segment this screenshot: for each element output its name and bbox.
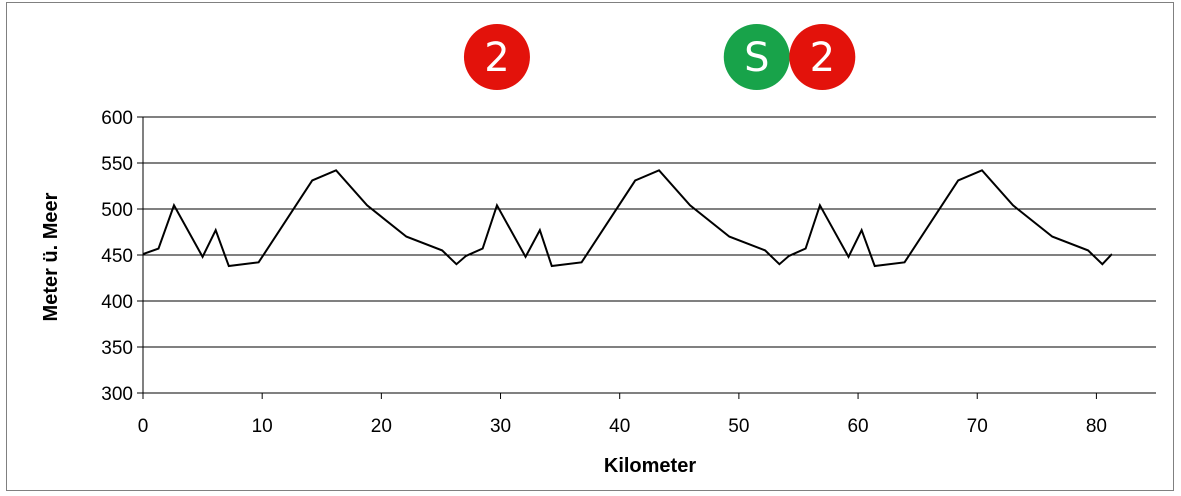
line-2-icon: 2 bbox=[789, 24, 856, 90]
elevation-line bbox=[142, 169, 1113, 268]
x-tick-label: 20 bbox=[371, 416, 392, 437]
x-tick-label: 80 bbox=[1086, 416, 1107, 437]
y-tick-label: 500 bbox=[101, 200, 133, 221]
s-train-icon: S bbox=[723, 24, 790, 90]
x-tick-label: 0 bbox=[138, 416, 149, 437]
y-tick-labels: 300 350 400 450 500 550 600 bbox=[101, 108, 133, 405]
y-tick-label: 450 bbox=[101, 246, 133, 267]
x-tick-label: 50 bbox=[728, 416, 749, 437]
badge-label: 2 bbox=[810, 35, 835, 81]
grid-lines bbox=[143, 116, 1156, 348]
x-tick-label: 30 bbox=[490, 416, 511, 437]
x-tick-label: 10 bbox=[252, 416, 273, 437]
y-tick-label: 400 bbox=[101, 292, 133, 313]
x-tick-labels: 0 10 20 30 40 50 60 70 80 bbox=[138, 416, 1107, 437]
badge-circle bbox=[463, 24, 530, 90]
x-axis-title: Kilometer bbox=[604, 455, 696, 477]
badge-circle bbox=[723, 24, 790, 90]
y-tick-label: 350 bbox=[101, 338, 133, 359]
y-tick-label: 300 bbox=[101, 384, 133, 405]
badge-circle bbox=[789, 24, 856, 90]
y-tick-label: 600 bbox=[101, 108, 133, 129]
line-2-icon: 2 bbox=[463, 24, 530, 90]
badge-label: S bbox=[744, 35, 769, 81]
y-tick-label: 550 bbox=[101, 154, 133, 175]
y-axis-title: Meter ü. Meer bbox=[40, 192, 62, 321]
x-tick-label: 40 bbox=[609, 416, 630, 437]
x-tick-label: 70 bbox=[967, 416, 988, 437]
badge-label: 2 bbox=[484, 35, 509, 81]
axes bbox=[137, 116, 1156, 399]
x-tick-label: 60 bbox=[847, 416, 868, 437]
chart-frame bbox=[6, 2, 1174, 491]
series bbox=[142, 169, 1113, 268]
